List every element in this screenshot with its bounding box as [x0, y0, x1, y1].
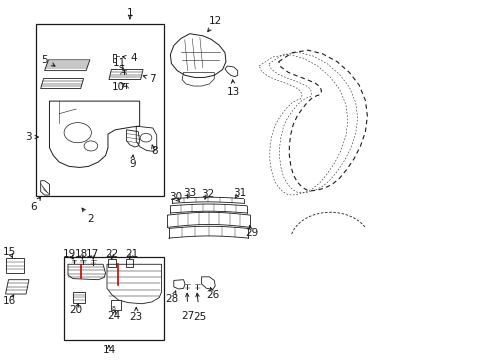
Text: 8: 8 — [151, 146, 157, 156]
Text: 30: 30 — [168, 192, 182, 202]
Text: 23: 23 — [129, 312, 142, 322]
Text: 7: 7 — [149, 74, 156, 84]
Text: 25: 25 — [193, 312, 206, 322]
Text: 15: 15 — [3, 247, 16, 257]
Text: 12: 12 — [208, 17, 222, 27]
Text: 5: 5 — [41, 55, 48, 65]
Text: 3: 3 — [24, 132, 31, 142]
Bar — [125, 259, 133, 267]
Bar — [5, 258, 24, 273]
Bar — [73, 292, 84, 303]
Text: 18: 18 — [74, 248, 87, 258]
Text: 20: 20 — [70, 305, 82, 315]
Text: 22: 22 — [105, 248, 118, 258]
Text: 24: 24 — [107, 311, 120, 320]
Text: 11: 11 — [113, 58, 126, 68]
Text: 26: 26 — [206, 291, 219, 301]
Text: 28: 28 — [165, 294, 179, 304]
Text: 4: 4 — [130, 53, 136, 63]
Bar — [36, 24, 163, 196]
Text: 9: 9 — [129, 159, 135, 169]
Text: 10: 10 — [112, 82, 125, 92]
Text: 2: 2 — [87, 215, 94, 224]
Text: 17: 17 — [85, 248, 99, 258]
Text: 13: 13 — [227, 87, 240, 97]
Text: 32: 32 — [201, 189, 214, 199]
Text: 33: 33 — [183, 188, 196, 198]
Text: 14: 14 — [102, 345, 115, 355]
Text: 6: 6 — [30, 202, 37, 212]
Text: 27: 27 — [181, 311, 194, 321]
Text: 21: 21 — [125, 248, 139, 258]
Text: 31: 31 — [232, 188, 246, 198]
Bar — [111, 301, 121, 310]
Text: 1: 1 — [126, 8, 133, 18]
Text: 8: 8 — [111, 306, 115, 311]
Text: 29: 29 — [244, 228, 258, 238]
Bar — [64, 257, 163, 339]
Bar — [108, 259, 116, 267]
Text: 16: 16 — [3, 296, 16, 306]
Text: 19: 19 — [62, 248, 76, 258]
